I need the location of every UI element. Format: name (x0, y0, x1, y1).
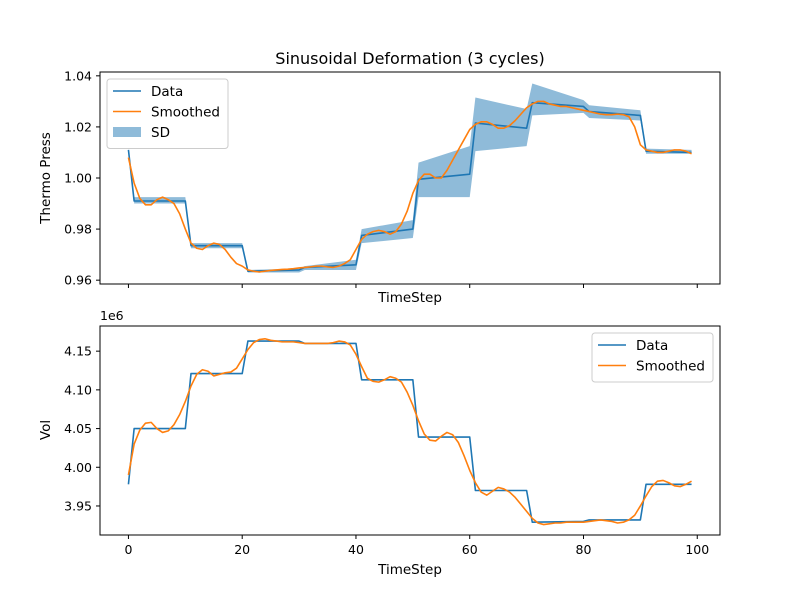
bottom-x-axis-label: TimeStep (377, 562, 442, 578)
bottom-x-tick-label: 60 (462, 542, 478, 557)
bottom-legend-label: Data (636, 338, 668, 354)
bottom-plot-frame (99, 325, 721, 536)
top-y-ticks: 0.96 0.98 1.00 1.02 1.04 (64, 68, 100, 288)
top-y-tick-label: 1.02 (64, 119, 92, 134)
top-y-tick-label: 1.00 (64, 171, 92, 186)
top-legend-label: SD (151, 125, 170, 141)
bottom-plot-content (127, 337, 692, 526)
top-y-axis-label: Thermo Press (38, 132, 54, 225)
top-legend-label: Smoothed (151, 105, 220, 121)
top-chart-panel: Sinusoidal Deformation (3 cycles) 0.960.… (38, 49, 721, 306)
top-legend: Data Smoothed SD (106, 78, 229, 149)
bottom-y-tick-label: 4.05 (64, 421, 92, 436)
bottom-x-tick-label: 80 (576, 542, 592, 557)
bottom-x-ticks: 0 20 40 60 80 100 (124, 535, 709, 557)
bottom-x-tick-label: 20 (234, 542, 250, 557)
bottom-y-tick-label: 4.10 (64, 382, 92, 397)
top-x-ticks (127, 284, 698, 288)
top-y-tick-label: 1.04 (64, 68, 92, 83)
bottom-legend: Data Smoothed (591, 332, 714, 383)
top-y-tick-label: 0.98 (64, 222, 92, 237)
bottom-y-offset-label: 1e6 (100, 308, 124, 323)
bottom-y-tick-label: 4.00 (64, 460, 92, 475)
bottom-x-tick-label: 0 (124, 542, 132, 557)
top-legend-label: Data (151, 84, 183, 100)
bottom-series-smoothed (127, 337, 692, 526)
chart-title: Sinusoidal Deformation (3 cycles) (275, 49, 544, 68)
bottom-x-tick-label: 40 (348, 542, 364, 557)
bottom-legend-label: Smoothed (636, 359, 705, 375)
top-plot-content (127, 83, 692, 273)
bottom-chart-panel: 3.95 4.00 4.05 4.10 4.15 0 20 40 60 80 100 1e6 Ti… (38, 308, 721, 578)
bottom-y-axis-label: Vol (38, 420, 54, 440)
top-sd-band (134, 83, 692, 273)
bottom-series-data (127, 340, 692, 524)
bottom-x-tick-label: 100 (685, 542, 709, 557)
top-series-smoothed (127, 100, 692, 273)
bottom-y-tick-label: 4.15 (64, 344, 92, 359)
bottom-y-ticks: 3.95 4.00 4.05 4.10 4.15 (64, 344, 100, 513)
bottom-y-tick-label: 3.95 (64, 498, 92, 513)
top-legend-swatch-sd (113, 127, 141, 137)
top-x-axis-label: TimeStep (377, 290, 442, 306)
top-y-tick-label: 0.96 (64, 273, 92, 288)
